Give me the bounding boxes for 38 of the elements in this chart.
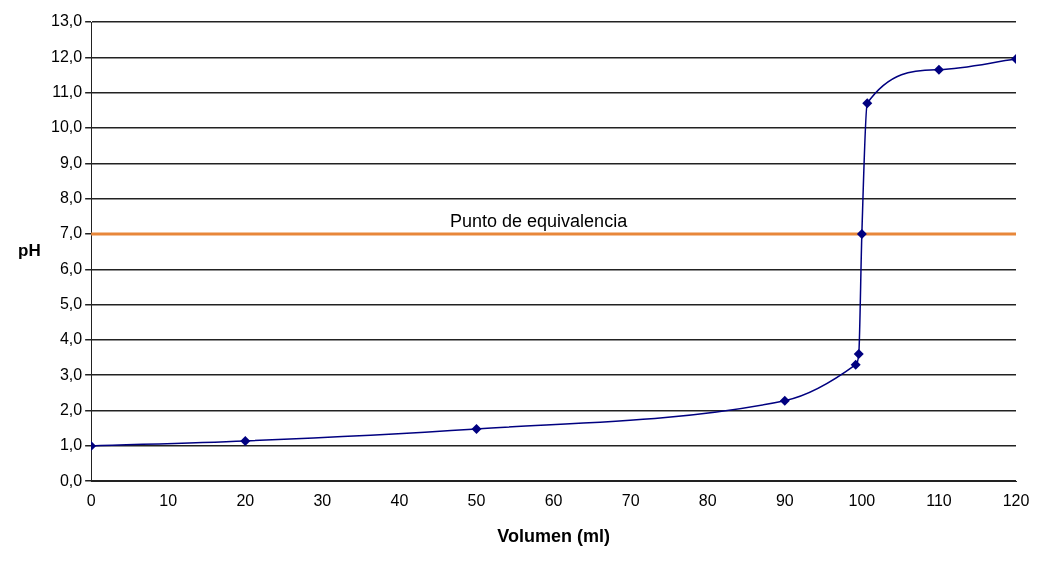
y-tick-label: 12,0 [51,47,83,65]
x-tick-label: 90 [775,492,794,510]
x-tick-label: 40 [390,492,409,510]
x-tick-label: 80 [698,492,717,510]
point [471,423,482,434]
y-tick-label: 13,0 [51,12,83,30]
y-tick-label: 6,0 [59,259,83,277]
y-tick-label: 7,0 [59,224,83,242]
x-tick-label: 70 [621,492,640,510]
x-tick-label: 50 [467,492,486,510]
x-tick-label: 0 [86,492,96,510]
point [862,98,873,109]
x-tick-label: 110 [926,492,952,510]
x-axis-title: Volumen (ml) [497,526,610,547]
x-tick-label: 100 [848,492,876,510]
point [240,435,251,446]
point [856,228,867,239]
y-tick-label: 4,0 [59,330,83,348]
y-tick-label: 8,0 [59,189,83,207]
y-tick-label: 3,0 [59,365,83,383]
point [933,64,944,75]
x-tick-label: 10 [159,492,178,510]
x-tick-label: 60 [544,492,563,510]
ref-line-label: Punto de equivalencia [450,210,629,231]
y-tick-label: 1,0 [59,436,83,454]
y-tick-label: 0,0 [59,471,83,489]
point [850,359,861,370]
point [853,349,864,360]
y-tick-label: 9,0 [59,153,83,171]
x-tick-label: 20 [236,492,255,510]
y-tick-label: 2,0 [59,400,83,418]
x-tick-label: 120 [1002,492,1030,510]
y-tick-label: 5,0 [59,294,83,312]
x-tick-label: 30 [313,492,332,510]
y-tick-label: 10,0 [51,118,83,136]
y-tick-label: 11,0 [52,83,83,101]
y-axis-title: pH [18,241,41,261]
point [779,395,790,406]
